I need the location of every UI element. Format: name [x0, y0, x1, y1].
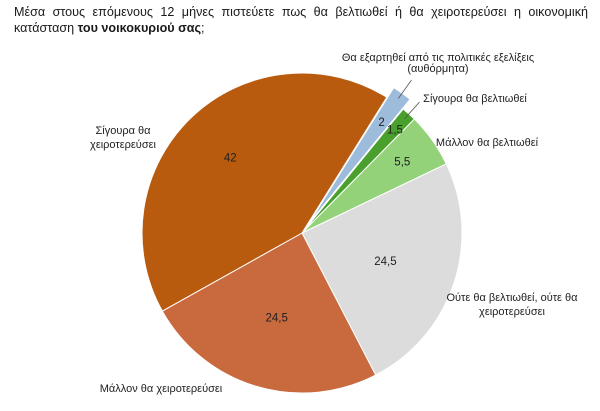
- slice-category-label: Ούτε θα βελτιωθεί, ούτε θα χειροτερεύσει: [446, 292, 578, 318]
- leader-line: [398, 79, 412, 99]
- question-text: Μέσα στους επόμενους 12 μήνες πιστεύετε …: [14, 5, 588, 35]
- leader-line: [404, 101, 420, 119]
- pie-slice: [161, 232, 377, 394]
- question-bold-text: του νοικοκυριού σας: [77, 21, 201, 35]
- slice-category-label: Μάλλον θα χειροτερεύσει: [100, 383, 223, 395]
- pie-slice: [141, 72, 388, 312]
- category-labels: Θα εξαρτηθεί από τις πολιτικές εξελίξεις…: [90, 52, 578, 395]
- question-title: Μέσα στους επόμενους 12 μήνες πιστεύετε …: [14, 4, 588, 36]
- slice-value-label: 5,5: [394, 156, 410, 168]
- pie-slices: [141, 72, 463, 394]
- value-labels: 21,5 5,5 24,5 24,5 42: [224, 117, 410, 325]
- question-end: ;: [201, 21, 205, 35]
- slice-value-label: 1,5: [387, 124, 403, 136]
- slice-value-label: 24,5: [266, 312, 288, 324]
- slice-category-label: Σίγουρα θα χειροτερεύσει: [90, 125, 156, 151]
- slice-value-label: 24,5: [374, 256, 396, 268]
- slice-value-label: 2: [378, 117, 384, 129]
- slice-category-label: Θα εξαρτηθεί από τις πολιτικές εξελίξεις…: [342, 52, 534, 75]
- slice-value-label: 42: [224, 153, 237, 165]
- leader-lines: [398, 79, 420, 119]
- pie-slice: [301, 163, 463, 376]
- slice-category-label: Μάλλον θα βελτιωθεί: [436, 137, 539, 149]
- slice-category-label: Σίγουρα θα βελτιωθεί: [423, 93, 527, 105]
